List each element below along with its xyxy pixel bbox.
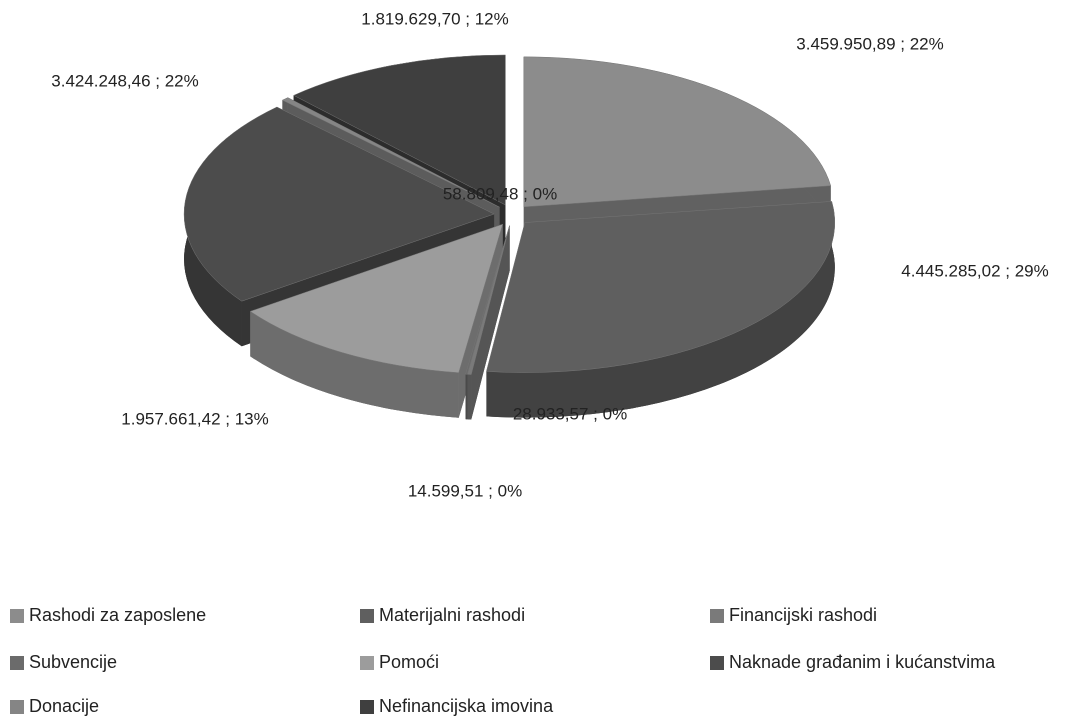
slice-side-shade — [467, 225, 510, 420]
legend-label: Naknade građanim i kućanstvima — [729, 652, 996, 672]
slice — [293, 54, 506, 206]
slice-side — [465, 374, 468, 420]
slice — [281, 97, 500, 208]
slice-side-shade — [465, 374, 468, 420]
data-label: 14.599,51 ; 0% — [408, 481, 522, 500]
slice — [249, 223, 504, 373]
slice — [183, 106, 495, 302]
slice-side — [467, 374, 472, 420]
data-label: 3.459.950,89 ; 22% — [796, 34, 943, 53]
legend-label: Subvencije — [29, 652, 117, 672]
slice — [486, 201, 836, 373]
legend-swatch — [10, 609, 24, 623]
data-label: 3.424.248,46 ; 22% — [51, 71, 198, 90]
legend-label: Donacije — [29, 696, 99, 716]
slice-group — [486, 201, 836, 418]
legend-swatch — [360, 609, 374, 623]
legend-swatch — [10, 656, 24, 670]
legend-swatch — [710, 656, 724, 670]
legend-label: Rashodi za zaposlene — [29, 605, 206, 625]
legend-swatch — [360, 656, 374, 670]
legend-label: Financijski rashodi — [729, 605, 877, 625]
legend-swatch — [360, 700, 374, 714]
legend-swatch — [710, 609, 724, 623]
slice-side-shade — [467, 374, 472, 420]
slice-side — [250, 311, 459, 418]
slice-group — [249, 223, 504, 418]
data-label: 28.933,57 ; 0% — [513, 404, 627, 423]
legend-label: Nefinancijska imovina — [379, 696, 554, 716]
slice-group — [467, 225, 510, 420]
legend-swatch — [10, 700, 24, 714]
slice-side — [467, 225, 510, 420]
legend-label: Pomoći — [379, 652, 439, 672]
data-label: 1.957.661,42 ; 13% — [121, 409, 268, 428]
data-label: 4.445.285,02 ; 29% — [901, 261, 1048, 280]
slice-side-shade — [250, 311, 459, 418]
legend-label: Materijalni rashodi — [379, 605, 525, 625]
data-label: 58.809,48 ; 0% — [443, 184, 557, 203]
slice — [467, 225, 510, 375]
data-label: 1.819.629,70 ; 12% — [361, 9, 508, 28]
slice-side — [486, 201, 835, 418]
slice — [523, 56, 832, 208]
slice-side-shade — [486, 201, 835, 418]
